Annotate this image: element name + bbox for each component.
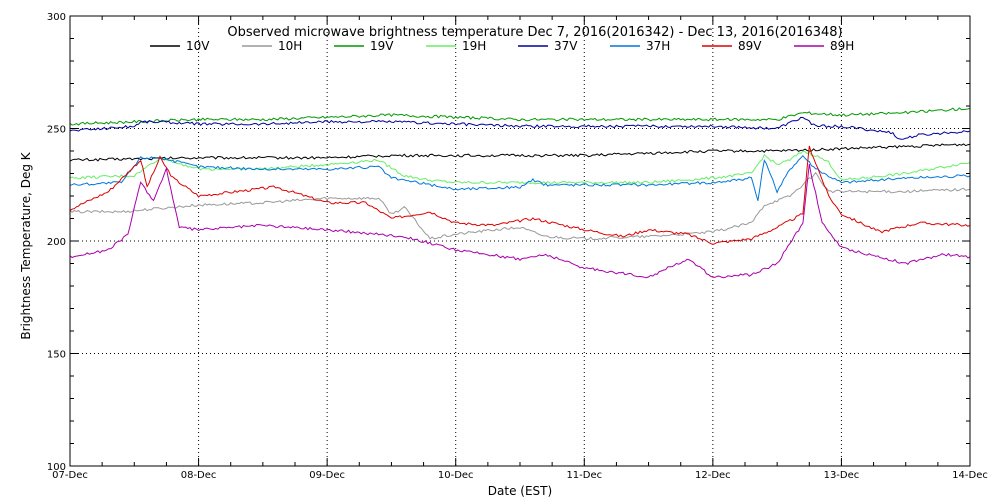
chart-title: Observed microwave brightness temperatur…: [227, 25, 842, 40]
y-axis-title: Brightness Temperature, Deg K: [19, 151, 33, 339]
x-tick-label: 08-Dec: [181, 470, 217, 481]
series-line-10h: [69, 171, 971, 241]
axis-ticks: 100 150 200 250 300 07-Dec 08-Dec 09-Dec 10-Dec 1…: [47, 12, 988, 481]
x-tick-label: 14-Dec: [952, 470, 988, 481]
series-line-10v: [69, 143, 971, 162]
series-line-37h: [69, 154, 971, 201]
series-line-89h: [69, 164, 971, 279]
x-tick-label: 07-Dec: [52, 470, 88, 481]
legend: 10V 10H 19V 19H 37V 37H 89V 89H: [150, 39, 854, 53]
x-tick-label: 11-Dec: [566, 470, 602, 481]
legend-label-19v: 19V: [370, 39, 394, 53]
x-tick-label: 10-Dec: [438, 470, 474, 481]
x-tick-label: 13-Dec: [824, 470, 860, 481]
legend-label-37v: 37V: [554, 39, 578, 53]
legend-label-37h: 37H: [646, 39, 670, 53]
legend-label-19h: 19H: [462, 39, 486, 53]
series-line-19v: [69, 107, 971, 126]
legend-label-89v: 89V: [738, 39, 762, 53]
series-line-37v: [69, 116, 971, 140]
x-tick-label: 09-Dec: [309, 470, 345, 481]
y-tick-label: 150: [47, 350, 66, 361]
legend-label-89h: 89H: [830, 39, 854, 53]
series-lines: [69, 107, 971, 279]
legend-label-10h: 10H: [278, 39, 302, 53]
grid-lines: [70, 16, 970, 466]
x-tick-label: 12-Dec: [695, 470, 731, 481]
series-line-89v: [69, 145, 971, 245]
y-tick-label: 200: [47, 237, 66, 248]
y-tick-label: 250: [47, 125, 66, 136]
series-line-19h: [69, 150, 971, 185]
legend-label-10v: 10V: [186, 39, 210, 53]
x-axis-title: Date (EST): [488, 484, 552, 498]
y-tick-label: 300: [47, 12, 66, 23]
y-tick-label: 100: [47, 462, 66, 473]
